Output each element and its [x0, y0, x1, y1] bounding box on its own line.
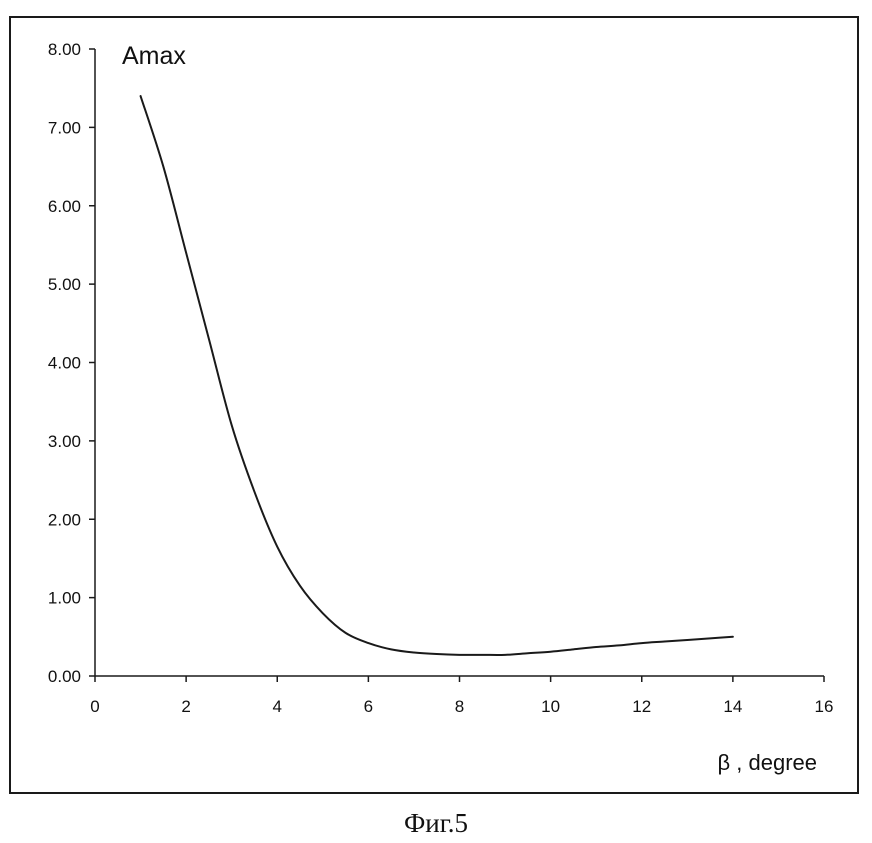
y-tick-label: 6.00 — [48, 197, 81, 216]
x-tick-label: 6 — [364, 697, 373, 716]
x-tick-label: 12 — [632, 697, 651, 716]
y-tick-label: 1.00 — [48, 589, 81, 608]
y-tick-label: 5.00 — [48, 275, 81, 294]
x-tick-label: 16 — [815, 697, 834, 716]
series-line — [139, 95, 734, 656]
y-tick-label: 2.00 — [48, 510, 81, 529]
y-tick-label: 7.00 — [48, 118, 81, 137]
x-tick-label: 4 — [273, 697, 282, 716]
x-tick-label: 10 — [541, 697, 560, 716]
figure-caption: Фиг.5 — [403, 808, 469, 838]
x-tick-label: 8 — [455, 697, 464, 716]
y-tick-label: 3.00 — [48, 432, 81, 451]
x-tick-label: 2 — [181, 697, 190, 716]
x-tick-label: 0 — [90, 697, 99, 716]
y-axis-label: Amax — [122, 42, 186, 70]
x-tick-label: 14 — [723, 697, 742, 716]
y-axis-ticks: 0.00 1.00 2.00 3.00 4.00 5.00 6.00 7.00 8.00 — [48, 40, 95, 686]
x-axis-label: β , degree — [718, 750, 818, 775]
y-tick-label: 0.00 — [48, 667, 81, 686]
x-axis-ticks: 0 2 4 6 8 10 12 14 16 — [90, 676, 833, 716]
chart-frame — [9, 16, 859, 794]
axes — [94, 49, 824, 677]
y-tick-label: 8.00 — [48, 40, 81, 59]
y-tick-label: 4.00 — [48, 354, 81, 373]
series-layer — [139, 95, 734, 656]
